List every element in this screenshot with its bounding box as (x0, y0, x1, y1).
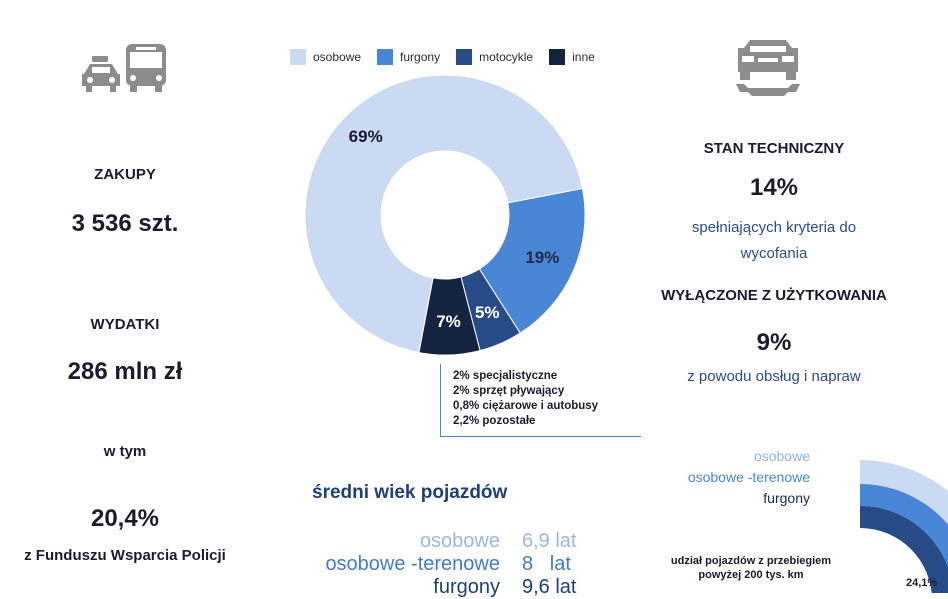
legend-swatch (290, 49, 306, 65)
car-wrench-icon (736, 40, 800, 96)
age-row-value: 6,9 lat (522, 530, 577, 552)
mileage-ring-osobowe (860, 460, 948, 525)
mileage-caption-line-1: udział pojazdów z przebiegiem (670, 555, 832, 567)
purchases-label: ZAKUPY (94, 166, 156, 183)
donut-slice-inne (418, 276, 481, 356)
donut-slice-osobowe (304, 74, 584, 354)
mileage-series-label: furgony (763, 490, 810, 506)
tech-condition-label: STAN TECHNICZNY (703, 140, 845, 157)
excluded-value: 9% (756, 329, 792, 356)
donut-slice-furgony (478, 187, 586, 334)
donut-data-label: 19% (525, 248, 559, 267)
vehicle-type-donut-chart: 69% 19% 5% 7% (304, 74, 586, 356)
mileage-series-label: osobowe -terenowe (687, 469, 810, 485)
mileage-ring-furgony (860, 506, 948, 593)
age-row-name: osobowe (419, 530, 500, 552)
age-table: osobowe 6,9 lat osobowe -terenowe 8 lat furg… (300, 530, 612, 599)
legend-swatch (456, 49, 473, 65)
age-row: osobowe -terenowe 8 lat (300, 553, 612, 576)
excluded-desc: z powodu obsług i napraw (687, 368, 861, 385)
breakdown-line: 2% sprzęt pływający (453, 385, 565, 397)
legend-label: furgony (400, 50, 441, 64)
breakdown-line: 0,8% ciężarowe i autobusy (453, 400, 599, 412)
legend-item: motocykle (456, 49, 533, 65)
age-row-name: osobowe -terenowe (325, 553, 500, 575)
mileage-quarter-chart (860, 460, 948, 593)
taxi-bus-icon (82, 44, 166, 92)
age-row-value: 9,6 lat (522, 576, 577, 598)
fund-share-value: 20,4% (90, 505, 160, 532)
legend-item: osobowe (290, 49, 361, 65)
purchases-value: 3 536 szt. (71, 210, 179, 237)
of-which-label: w tym (103, 443, 147, 460)
fund-label: z Funduszu Wsparcia Policji (24, 547, 226, 564)
breakdown-line: 2% specjalistyczne (453, 370, 558, 382)
donut-data-label: 69% (349, 127, 383, 146)
age-title: średni wiek pojazdów (312, 482, 508, 503)
mileage-caption-line-2: powyżej 200 tys. km (698, 569, 804, 581)
other-breakdown-box: 2% specjalistyczne 2% sprzęt pływający 0… (440, 364, 641, 437)
legend-item: furgony (377, 49, 440, 65)
donut-data-label: 7% (436, 312, 461, 331)
mileage-value-label: 24,1% (906, 577, 938, 589)
donut-data-label: 5% (475, 303, 500, 322)
tech-condition-value: 14% (749, 174, 799, 201)
legend-label: motocykle (479, 50, 534, 64)
age-row: furgony 9,6 lat (300, 576, 612, 599)
expenses-value: 286 mln zł (67, 358, 183, 385)
left-column: ZAKUPY 3 536 szt. WYDATKI 286 mln zł w t… (0, 0, 250, 593)
legend-label: osobowe (313, 50, 362, 64)
tech-desc-line-1: spełniających kryteria do (691, 219, 857, 236)
donut-legend: osobowe furgony motocykle inne (290, 49, 595, 65)
tech-desc-line-2: wycofania (740, 245, 808, 262)
excluded-label: WYŁĄCZONE Z UŻYTKOWANIA (661, 287, 887, 304)
age-row-value: 8 lat (522, 553, 571, 575)
legend-swatch (377, 49, 394, 65)
age-row-name: furgony (433, 576, 500, 598)
legend-item: inne (549, 49, 595, 65)
expenses-label: WYDATKI (90, 316, 160, 333)
breakdown-line: 2,2% pozostałe (453, 415, 536, 427)
mileage-series-labels: osobowe osobowe -terenowe furgony (610, 446, 810, 509)
mileage-caption: udział pojazdów z przebiegiem powyżej 20… (636, 554, 866, 582)
age-row: osobowe 6,9 lat (300, 530, 612, 553)
legend-swatch (549, 49, 566, 65)
mileage-ring-osobowe -terenowe (860, 484, 948, 568)
mileage-series-label: osobowe (753, 448, 810, 464)
legend-label: inne (572, 50, 595, 64)
